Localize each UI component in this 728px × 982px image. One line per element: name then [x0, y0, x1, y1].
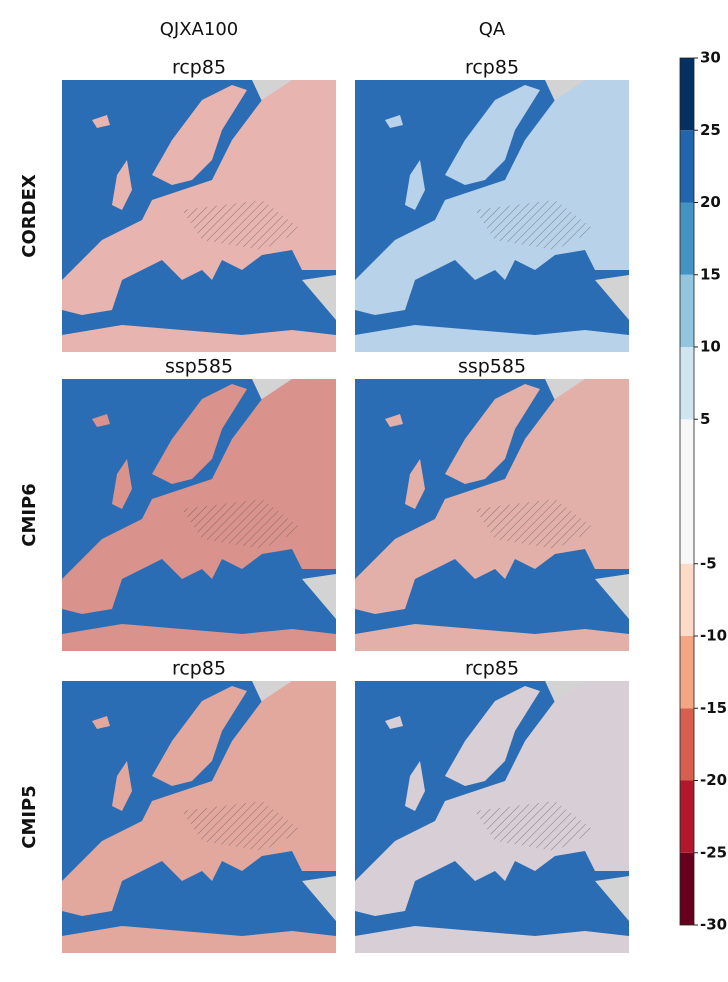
row-label: CMIP6 — [19, 483, 40, 547]
colorbar-segment — [680, 58, 694, 131]
colorbar-segment — [680, 130, 694, 203]
colorbar-tick-label: 25 — [700, 121, 721, 139]
row-label: CORDEX — [19, 174, 40, 258]
colorbar-tick-label: -25 — [700, 843, 727, 861]
colorbar-frame — [679, 57, 695, 926]
panel-title: rcp85 — [465, 658, 519, 680]
column-title: QJXA100 — [160, 19, 238, 40]
colorbar-tick-label: 5 — [700, 410, 710, 428]
colorbar-tick-label: 20 — [700, 193, 721, 211]
panel-title: ssp585 — [165, 356, 233, 378]
map-panel — [355, 379, 629, 651]
colorbar-segment — [680, 708, 694, 781]
map-panel — [62, 80, 336, 352]
colorbar-tick-label: -30 — [700, 916, 727, 934]
colorbar-segment — [680, 274, 694, 347]
map-panel — [355, 681, 629, 953]
colorbar-segment — [680, 347, 694, 420]
colorbar-tick-label: -15 — [700, 699, 727, 717]
panel-title: rcp85 — [172, 57, 226, 79]
colorbar-segment — [680, 780, 694, 853]
colorbar-tick-label: -10 — [700, 627, 727, 645]
colorbar-segment — [680, 563, 694, 636]
panel-title: rcp85 — [465, 57, 519, 79]
colorbar-segment — [680, 852, 694, 925]
colorbar-tick-label: -20 — [700, 771, 727, 789]
colorbar-segment — [680, 202, 694, 275]
colorbar-tick-label: 15 — [700, 265, 721, 283]
map-panel — [62, 681, 336, 953]
map-panel — [355, 80, 629, 352]
row-label: CMIP5 — [19, 785, 40, 849]
panel-title: rcp85 — [172, 658, 226, 680]
column-title: QA — [479, 19, 506, 40]
map-panel — [62, 379, 336, 651]
panel-title: ssp585 — [458, 356, 526, 378]
colorbar-tick-label: 10 — [700, 338, 721, 356]
colorbar-tick-label: -5 — [700, 554, 717, 572]
colorbar-tick-label: 30 — [700, 49, 721, 67]
colorbar-segment — [680, 636, 694, 709]
colorbar-segment — [680, 419, 694, 564]
